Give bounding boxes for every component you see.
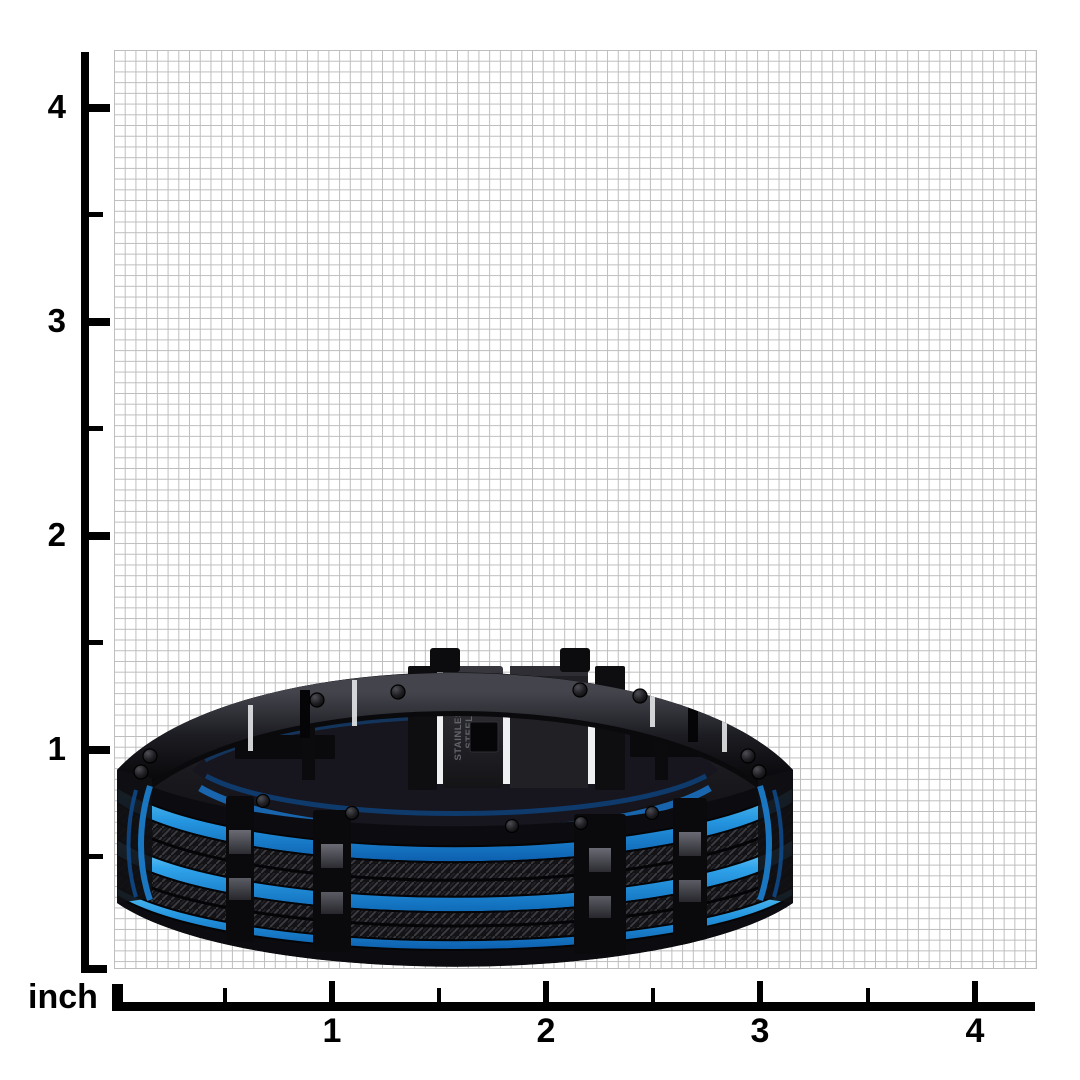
clasp-latch-hole bbox=[469, 721, 499, 753]
clasp-tab bbox=[430, 648, 460, 672]
horizontal-minor-tick bbox=[866, 988, 870, 1002]
vertical-ruler-label: 4 bbox=[47, 88, 66, 125]
horizontal-major-tick bbox=[543, 981, 549, 1002]
horizontal-ruler-zero-stub bbox=[112, 984, 123, 1002]
horizontal-ruler-bar bbox=[112, 1002, 1035, 1011]
horizontal-major-tick bbox=[972, 981, 978, 1002]
clasp-gap-slit bbox=[588, 684, 595, 784]
vertical-ruler-bar bbox=[81, 52, 89, 973]
vertical-minor-tick bbox=[81, 640, 103, 645]
horizontal-ruler-label: 2 bbox=[536, 1012, 556, 1050]
clasp-tab bbox=[560, 648, 590, 672]
vertical-ruler-label: 3 bbox=[47, 302, 66, 339]
horizontal-major-tick bbox=[329, 981, 335, 1002]
ruler-unit-label: inch bbox=[28, 978, 98, 1016]
svg-text:STAINLESS: STAINLESS bbox=[453, 703, 464, 760]
horizontal-major-tick bbox=[757, 981, 763, 1002]
bracelet-front-band bbox=[117, 770, 793, 967]
clasp-gap-slit bbox=[437, 684, 443, 784]
front-band-links bbox=[226, 796, 707, 954]
horizontal-minor-tick bbox=[223, 988, 227, 1002]
horizontal-minor-tick bbox=[437, 988, 441, 1002]
vertical-major-tick bbox=[81, 532, 110, 540]
bracelet-end-caps bbox=[117, 770, 793, 903]
bracelet-back-band bbox=[117, 672, 793, 806]
horizontal-ruler-label: 1 bbox=[322, 1012, 342, 1050]
vertical-ruler-label: 2 bbox=[47, 516, 66, 553]
horizontal-minor-tick bbox=[651, 988, 655, 1002]
horizontal-ruler-label: 3 bbox=[750, 1012, 770, 1050]
vertical-minor-tick bbox=[81, 426, 103, 431]
vertical-minor-tick bbox=[81, 212, 103, 217]
vertical-major-tick bbox=[81, 318, 110, 326]
vertical-minor-tick bbox=[81, 854, 103, 859]
vertical-major-tick bbox=[81, 104, 110, 112]
vertical-major-tick bbox=[81, 746, 110, 754]
clasp-gap-slit bbox=[503, 684, 510, 784]
horizontal-ruler-label: 4 bbox=[965, 1012, 985, 1050]
vertical-ruler-label: 1 bbox=[47, 730, 66, 767]
bracelet-screws bbox=[133, 682, 767, 834]
vertical-ruler-foot bbox=[81, 965, 107, 973]
